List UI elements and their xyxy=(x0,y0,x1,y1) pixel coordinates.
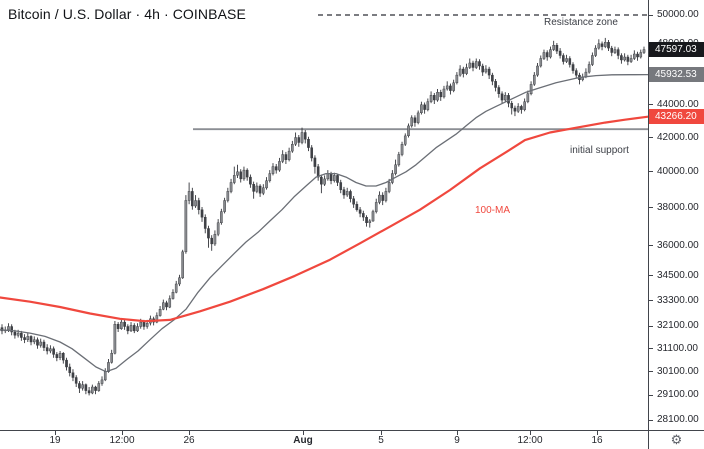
price-tick-mark xyxy=(649,371,653,373)
price-tick-mark xyxy=(649,104,653,106)
price-tick-mark xyxy=(649,137,653,139)
price-tick-label: 33300.00 xyxy=(657,294,699,306)
time-tick-mark xyxy=(122,431,123,435)
time-axis[interactable]: 19 12:00 26 Aug 5 9 12:00 16 xyxy=(0,430,704,449)
price-tick-label: 50000.00 xyxy=(657,9,699,20)
price-tick-mark xyxy=(649,171,653,173)
time-tick-label: 9 xyxy=(454,435,460,446)
time-tick-mark xyxy=(303,431,304,435)
resistance-label: Resistance zone xyxy=(544,17,618,28)
price-tick-label: 44000.00 xyxy=(657,98,699,110)
price-tick-label: 30100.00 xyxy=(657,365,699,377)
price-chart-svg[interactable] xyxy=(0,0,648,430)
support-label: initial support xyxy=(570,145,629,156)
price-tick-mark xyxy=(649,245,653,247)
price-tick-label: 29100.00 xyxy=(657,389,699,401)
chart-title[interactable]: Bitcoin / U.S. Dollar · 4h · COINBASE xyxy=(8,6,246,22)
ma_slow-line[interactable] xyxy=(0,115,648,323)
time-tick-mark xyxy=(457,431,458,435)
price-tick-label: 31100.00 xyxy=(657,342,698,354)
time-tick-label: 12:00 xyxy=(109,435,135,446)
price-tick-label: 28100.00 xyxy=(657,414,699,425)
price-tick-label: 38000.00 xyxy=(657,201,699,213)
price-tick-mark xyxy=(649,14,653,16)
price-tick-label: 40000.00 xyxy=(657,165,699,177)
time-tick-mark xyxy=(55,431,56,435)
time-tick-label: Aug xyxy=(293,435,313,446)
settings-gear-icon[interactable]: ⚙ xyxy=(670,432,683,447)
price-tick-mark xyxy=(649,207,653,209)
time-tick-mark xyxy=(530,431,531,435)
price-tick-mark xyxy=(649,275,653,277)
time-tick-label: 19 xyxy=(49,435,61,446)
axis-corner: ⚙ xyxy=(648,430,704,449)
price-tick-mark xyxy=(649,325,653,327)
time-tick-mark xyxy=(597,431,598,435)
candles xyxy=(0,37,646,396)
ma_fast-line[interactable] xyxy=(0,73,648,373)
price-tick-label: 36000.00 xyxy=(657,239,699,251)
price-tick-mark xyxy=(649,394,653,396)
price-tick-label: 32100.00 xyxy=(657,320,699,332)
ma-fast-badge: 45932.53 xyxy=(649,67,704,83)
time-tick-mark xyxy=(381,431,382,435)
time-tick-mark xyxy=(189,431,190,435)
time-tick-label: 16 xyxy=(591,435,603,446)
time-tick-label: 26 xyxy=(183,435,195,446)
time-tick-label: 12:00 xyxy=(517,435,543,446)
price-tick-label: 34500.00 xyxy=(657,269,699,281)
price-tick-mark xyxy=(649,348,653,350)
price-axis[interactable]: 50000.0048000.0046000.0044000.0042000.00… xyxy=(648,0,704,430)
price-tick-mark xyxy=(649,300,653,302)
time-tick-label: 5 xyxy=(378,435,384,446)
price-tick-label: 42000.00 xyxy=(657,131,699,143)
ma-slow-label: 100-MA xyxy=(475,205,511,216)
ma-slow-badge: 43266.20 xyxy=(649,109,704,125)
last-price-badge: 47597.03 xyxy=(649,42,704,58)
price-tick-mark xyxy=(649,419,653,421)
